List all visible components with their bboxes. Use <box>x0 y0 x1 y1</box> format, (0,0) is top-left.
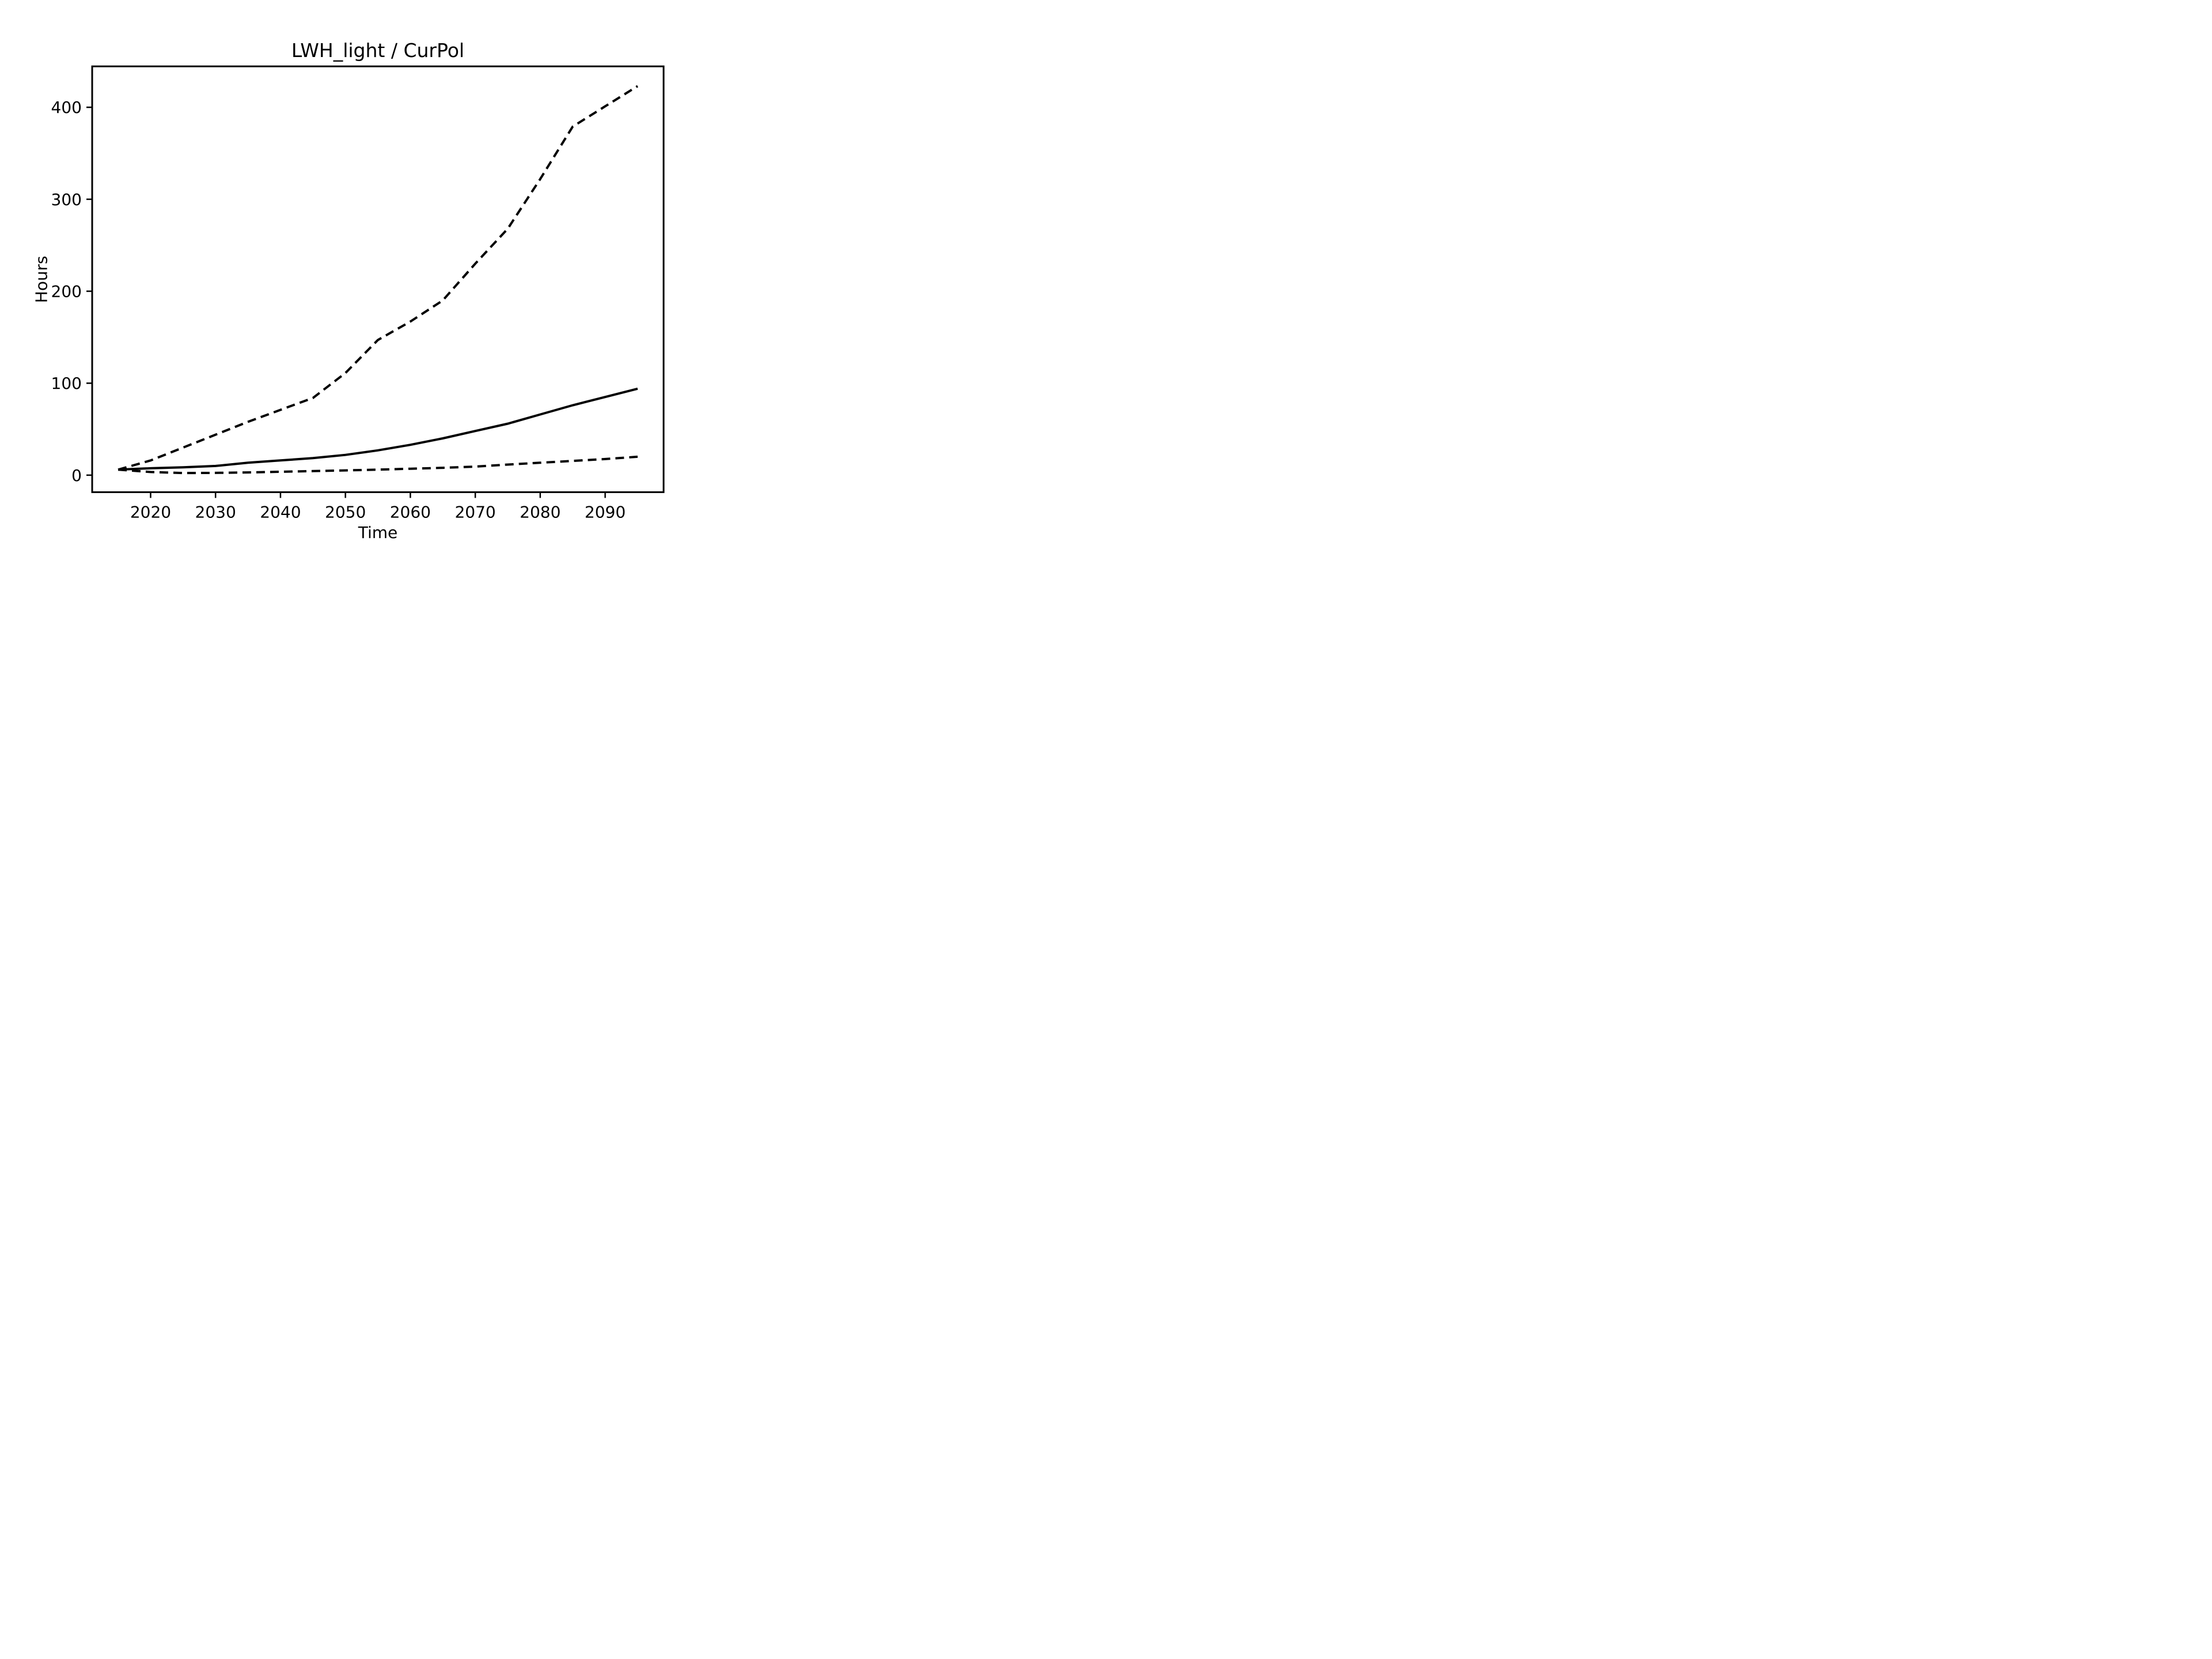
x-tick-label: 2090 <box>585 502 626 521</box>
y-tick-label: 0 <box>71 466 82 485</box>
x-tick-label: 2080 <box>520 502 560 521</box>
axes-spines <box>91 65 665 493</box>
y-tick-label: 400 <box>51 98 82 117</box>
y-tick-label: 100 <box>51 374 82 393</box>
central-solid-line <box>118 387 638 471</box>
x-tick-label: 2070 <box>454 502 495 521</box>
y-tick-label: 200 <box>51 282 82 301</box>
matplotlib-figure: 2020 2030 2040 2050 2060 2070 2080 2090 0 100 200 3… <box>0 0 737 553</box>
line-chart-canvas: 2020 2030 2040 2050 2060 2070 2080 2090 0 100 200 3… <box>51 65 665 521</box>
x-tick-label: 2020 <box>130 502 171 521</box>
lower-dashed-line <box>118 455 638 475</box>
x-tick-label: 2030 <box>195 502 236 521</box>
x-axis-label: Time <box>358 523 398 542</box>
x-tick-label: 2060 <box>390 502 431 521</box>
upper-dashed-line <box>118 85 638 471</box>
y-axis-label: Hours <box>32 255 51 304</box>
x-tick-label: 2050 <box>325 502 366 521</box>
x-tick-label: 2040 <box>260 502 301 521</box>
y-tick-label: 300 <box>51 190 82 209</box>
chart-title: LWH_light / CurPol <box>291 39 465 62</box>
